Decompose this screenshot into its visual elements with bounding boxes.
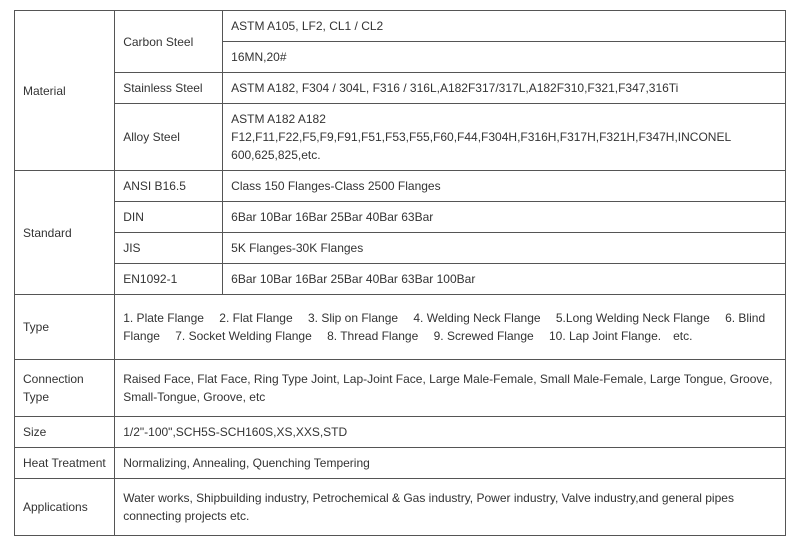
table-row: EN1092-1 6Bar 10Bar 16Bar 25Bar 40Bar 63… (15, 264, 786, 295)
standard-label: Standard (15, 171, 115, 295)
table-row: Stainless Steel ASTM A182, F304 / 304L, … (15, 73, 786, 104)
connection-value: Raised Face, Flat Face, Ring Type Joint,… (115, 360, 786, 417)
table-row: Heat Treatment Normalizing, Annealing, Q… (15, 448, 786, 479)
table-row: Type 1. Plate Flange 2. Flat Flange 3. S… (15, 295, 786, 360)
table-row: Standard ANSI B16.5 Class 150 Flanges-Cl… (15, 171, 786, 202)
heat-value: Normalizing, Annealing, Quenching Temper… (115, 448, 786, 479)
type-label: Type (15, 295, 115, 360)
table-row: Connection Type Raised Face, Flat Face, … (15, 360, 786, 417)
carbon-steel-label: Carbon Steel (115, 11, 223, 73)
table-row: Applications Water works, Shipbuilding i… (15, 479, 786, 536)
table-row: Alloy Steel ASTM A182 A182 F12,F11,F22,F… (15, 104, 786, 171)
table-row: Material Carbon Steel ASTM A105, LF2, CL… (15, 11, 786, 42)
en-value: 6Bar 10Bar 16Bar 25Bar 40Bar 63Bar 100Ba… (223, 264, 786, 295)
applications-label: Applications (15, 479, 115, 536)
table-row: Size 1/2"-100",SCH5S-SCH160S,XS,XXS,STD (15, 417, 786, 448)
connection-label: Connection Type (15, 360, 115, 417)
ansi-value: Class 150 Flanges-Class 2500 Flanges (223, 171, 786, 202)
table-row: DIN 6Bar 10Bar 16Bar 25Bar 40Bar 63Bar (15, 202, 786, 233)
size-label: Size (15, 417, 115, 448)
table-row: JIS 5K Flanges-30K Flanges (15, 233, 786, 264)
stainless-steel-value: ASTM A182, F304 / 304L, F316 / 316L,A182… (223, 73, 786, 104)
spec-table: Material Carbon Steel ASTM A105, LF2, CL… (14, 10, 786, 536)
material-label: Material (15, 11, 115, 171)
din-value: 6Bar 10Bar 16Bar 25Bar 40Bar 63Bar (223, 202, 786, 233)
alloy-steel-value: ASTM A182 A182 F12,F11,F22,F5,F9,F91,F51… (223, 104, 786, 171)
stainless-steel-label: Stainless Steel (115, 73, 223, 104)
size-value: 1/2"-100",SCH5S-SCH160S,XS,XXS,STD (115, 417, 786, 448)
ansi-label: ANSI B16.5 (115, 171, 223, 202)
applications-value: Water works, Shipbuilding industry, Petr… (115, 479, 786, 536)
carbon-steel-value-1: ASTM A105, LF2, CL1 / CL2 (223, 11, 786, 42)
carbon-steel-value-2: 16MN,20# (223, 42, 786, 73)
alloy-steel-label: Alloy Steel (115, 104, 223, 171)
jis-value: 5K Flanges-30K Flanges (223, 233, 786, 264)
jis-label: JIS (115, 233, 223, 264)
en-label: EN1092-1 (115, 264, 223, 295)
heat-label: Heat Treatment (15, 448, 115, 479)
type-value: 1. Plate Flange 2. Flat Flange 3. Slip o… (115, 295, 786, 360)
din-label: DIN (115, 202, 223, 233)
